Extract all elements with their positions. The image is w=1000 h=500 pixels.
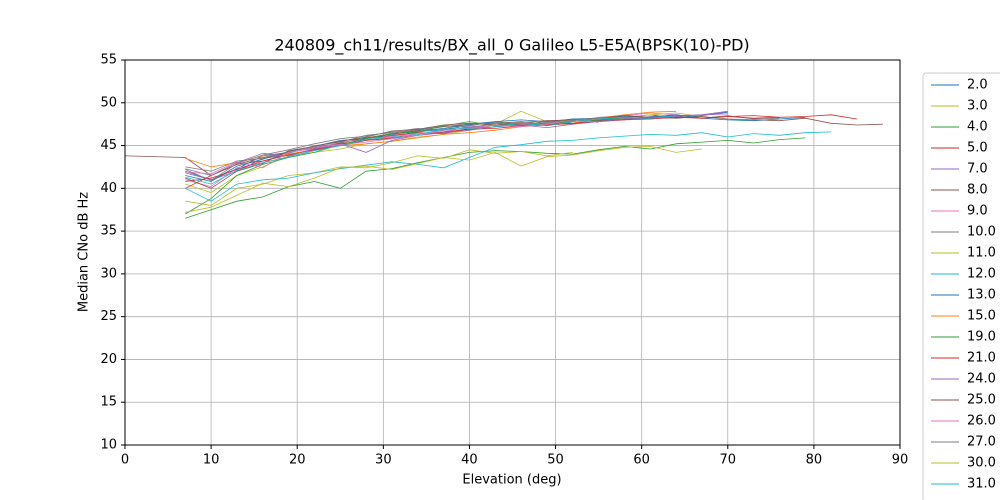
- chart-title: 240809_ch11/results/BX_all_0 Galileo L5-…: [274, 36, 749, 56]
- y-tick-label: 55: [100, 53, 117, 68]
- x-tick-label: 80: [806, 453, 823, 468]
- y-tick-label: 45: [100, 138, 117, 153]
- y-tick-label: 25: [100, 309, 117, 324]
- legend-label: 26.0: [967, 414, 996, 429]
- series-line: [185, 131, 832, 202]
- legend-box: [922, 72, 1000, 500]
- y-tick-label: 35: [100, 224, 117, 239]
- x-axis-label: Elevation (deg): [462, 473, 561, 488]
- series-line: [185, 110, 728, 176]
- y-tick-label: 15: [100, 395, 117, 410]
- y-axis-label: Median CNo dB Hz: [77, 192, 92, 312]
- series-line: [185, 111, 728, 181]
- y-tick-label: 40: [100, 181, 117, 196]
- legend-label: 4.0: [967, 120, 988, 135]
- y-tick-label: 20: [100, 352, 117, 367]
- x-tick-label: 10: [203, 453, 220, 468]
- legend-label: 8.0: [967, 183, 988, 198]
- legend-label: 11.0: [967, 246, 996, 261]
- x-tick-label: 60: [633, 453, 650, 468]
- legend-label: 10.0: [967, 225, 996, 240]
- legend-label: 30.0: [967, 456, 996, 471]
- legend-label: 2.0: [967, 78, 988, 93]
- y-tick-label: 50: [100, 95, 117, 110]
- x-tick-label: 70: [720, 453, 737, 468]
- series-line: [185, 110, 702, 194]
- y-tick-label: 10: [100, 438, 117, 453]
- legend-label: 27.0: [967, 435, 996, 450]
- legend-label: 19.0: [967, 330, 996, 345]
- x-tick-label: 50: [547, 453, 564, 468]
- legend-label: 15.0: [967, 309, 996, 324]
- x-tick-label: 20: [289, 453, 306, 468]
- legend-label: 7.0: [967, 162, 988, 177]
- legend-label: 12.0: [967, 267, 996, 282]
- x-tick-label: 30: [375, 453, 392, 468]
- series-line: [185, 119, 599, 175]
- y-tick-label: 30: [100, 266, 117, 281]
- legend-label: 13.0: [967, 288, 996, 303]
- series-line: [185, 115, 677, 185]
- legend-label: 21.0: [967, 351, 996, 366]
- x-tick-label: 40: [461, 453, 478, 468]
- legend-label: 24.0: [967, 372, 996, 387]
- legend-label: 31.0: [967, 477, 996, 492]
- series-line: [185, 115, 651, 189]
- legend-label: 3.0: [967, 99, 988, 114]
- series-line: [185, 116, 625, 182]
- series-line: [185, 145, 702, 213]
- x-tick-label: 90: [892, 453, 909, 468]
- legend-label: 25.0: [967, 393, 996, 408]
- series-line: [185, 137, 806, 219]
- series-line: [185, 149, 573, 206]
- series-line: [185, 116, 651, 215]
- legend-label: 5.0: [967, 141, 988, 156]
- plot-frame: [124, 59, 901, 446]
- x-tick-label: 0: [121, 453, 129, 468]
- legend-label: 9.0: [967, 204, 988, 219]
